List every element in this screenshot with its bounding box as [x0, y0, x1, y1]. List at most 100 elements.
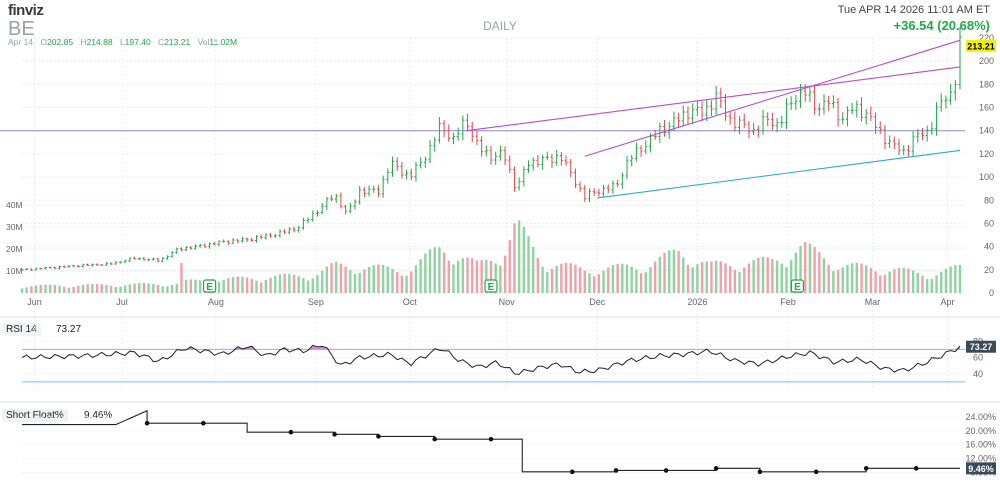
short-float-panel: 8.00%12.00%16.00%20.00%24.00%9.46% [0, 401, 1000, 478]
price-tick-label: 160 [979, 103, 994, 113]
volume-bar [475, 260, 479, 293]
date-tick-label: Oct [403, 297, 418, 307]
volume-bar [522, 227, 526, 293]
high-value: 214.88 [86, 37, 113, 47]
volume-bar [949, 266, 952, 293]
date-tick-label: Feb [780, 297, 796, 307]
volume-bar [241, 276, 244, 293]
volume-bars [20, 220, 962, 293]
volume-bar [335, 261, 338, 293]
price-tick-label: 0 [989, 288, 994, 298]
volume-bar [911, 270, 915, 293]
volume-bar [456, 260, 460, 293]
volume-bar [958, 265, 962, 293]
volume-bar [400, 275, 404, 293]
volume-bar [44, 284, 47, 293]
volume-bar [517, 220, 521, 293]
volume-bar [175, 283, 178, 293]
volume-bar [728, 266, 732, 293]
volume-bar [724, 263, 727, 293]
short-float-label[interactable]: Short Float% [2, 409, 68, 422]
price-change: +36.54 (20.68%) [893, 18, 990, 33]
volume-bar [639, 273, 643, 293]
price-tick-label: 140 [979, 126, 994, 136]
volume-bar [381, 264, 385, 293]
volume-bar [25, 287, 28, 293]
volume-bar [560, 263, 563, 293]
volume-bar [39, 284, 42, 293]
rsi-tick-label: 60 [973, 353, 983, 363]
volume-bar [119, 286, 122, 293]
rsi-value: 73.27 [56, 324, 82, 335]
volume-bar [236, 276, 239, 293]
volume-bar [907, 268, 910, 293]
volume-bar [827, 264, 830, 293]
open-value: 202.85 [47, 37, 74, 47]
volume-bar [353, 274, 357, 293]
ticker-symbol: BE [8, 18, 35, 40]
rsi-label[interactable]: RSI 14 [2, 323, 41, 336]
quote-datetime: Tue APR 14 2026 11:01 AM ET [837, 4, 990, 16]
volume-bar [222, 279, 225, 293]
volume-bar [663, 252, 666, 293]
volume-bar [297, 276, 300, 293]
volume-bar [658, 256, 662, 293]
volume-bar [255, 280, 258, 293]
volume-bar [419, 259, 422, 293]
finviz-logo[interactable]: finviz [8, 2, 44, 19]
volume-bar [630, 266, 633, 293]
chart-period[interactable]: DAILY [483, 19, 517, 33]
volume-bar [719, 261, 723, 293]
volume-bar [166, 286, 169, 293]
short-float-value-tag-label: 9.46% [968, 464, 994, 474]
volume-bar [649, 267, 652, 293]
short-float-marker [488, 436, 494, 442]
earnings-marker-label: E [206, 282, 213, 293]
volume-bar [471, 258, 474, 293]
volume-bar [569, 263, 572, 293]
volume-bar [789, 259, 793, 293]
volume-bar [466, 257, 469, 293]
volume-bar [259, 282, 263, 293]
last-price-tag [966, 39, 996, 52]
volume-bar [686, 264, 690, 293]
volume-bar [940, 271, 943, 293]
date-tick-label: Jun [27, 297, 42, 307]
volume-bar [325, 266, 329, 293]
short-float-marker [813, 469, 819, 475]
volume-bar [916, 272, 919, 293]
volume-bar [808, 243, 812, 293]
volume-bar [592, 276, 596, 293]
volume-bar [836, 269, 840, 293]
volume-bar [757, 257, 760, 293]
volume-bar [349, 270, 352, 293]
volume-bar [644, 272, 647, 293]
volume-bar [541, 266, 544, 293]
volume-bar [414, 265, 418, 293]
volume-value: 11.02M [209, 37, 238, 47]
volume-bar [513, 223, 516, 293]
volume-bar [128, 284, 132, 293]
volume-bar [283, 273, 286, 293]
volume-bar [794, 252, 798, 293]
volume-bar [330, 263, 333, 293]
volume-tick-label: 10M [6, 266, 23, 276]
volume-bar [180, 262, 183, 293]
close-label: C [158, 37, 165, 47]
date-tick-label: Sep [308, 297, 324, 307]
volume-bar [306, 280, 310, 293]
price-tick-label: 60 [984, 218, 994, 228]
rsi-line [21, 344, 961, 375]
volume-bar [170, 285, 174, 293]
volume-bar [391, 268, 394, 293]
volume-bar [461, 258, 465, 293]
date-tick-label: Jul [116, 297, 128, 307]
volume-bar [738, 272, 741, 293]
volume-bar [696, 264, 699, 293]
short-float-tick-label: 24.00% [965, 412, 996, 422]
volume-bar [888, 271, 891, 293]
volume-bar [20, 288, 24, 293]
volume-bar [668, 250, 671, 293]
